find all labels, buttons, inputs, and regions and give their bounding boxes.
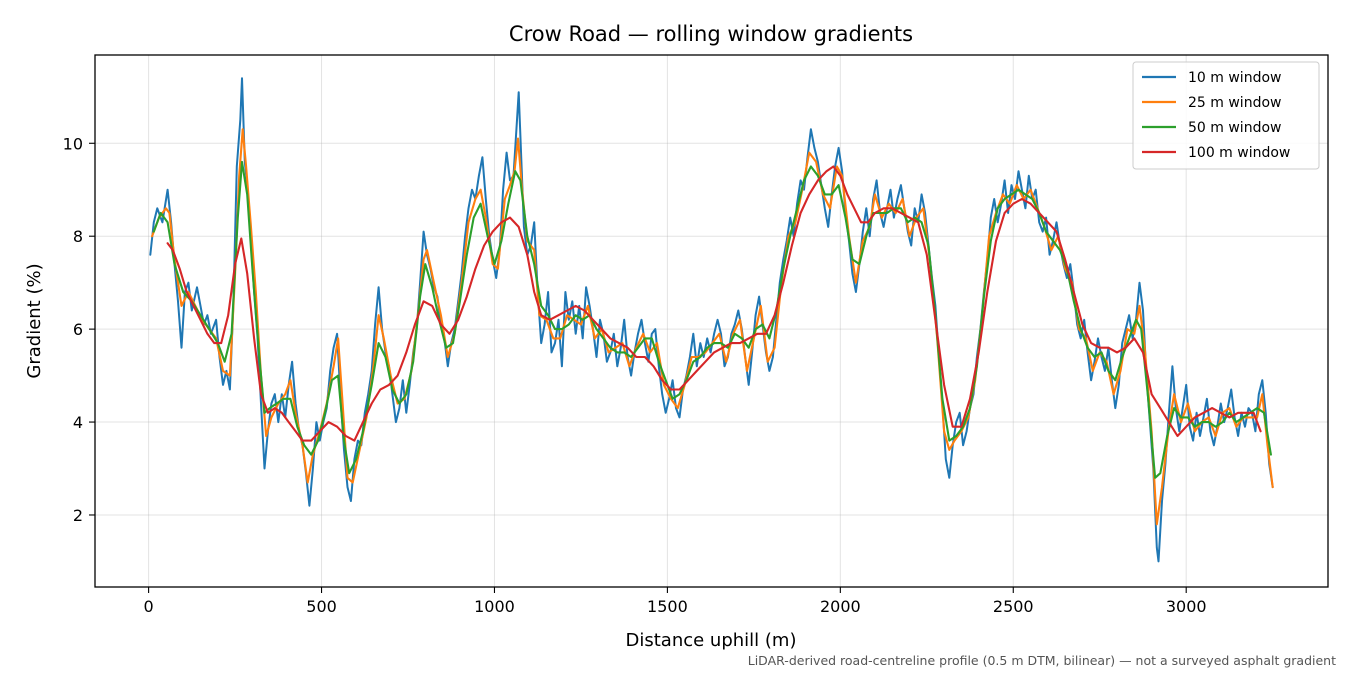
x-axis-label: Distance uphill (m) bbox=[626, 630, 797, 651]
legend-label-10m: 10 m window bbox=[1188, 70, 1281, 86]
series-line-100 bbox=[166, 165, 1262, 442]
plot-frame bbox=[94, 54, 1329, 588]
series-line-50 bbox=[152, 160, 1272, 479]
chart-title: Crow Road — rolling window gradients bbox=[509, 22, 913, 46]
x-tick-label: 0 bbox=[144, 597, 154, 616]
y-tick-label: 8 bbox=[73, 227, 83, 246]
legend: 10 m window 25 m window 50 m window 100 … bbox=[1132, 61, 1320, 170]
x-tick-label: 500 bbox=[306, 597, 337, 616]
legend-label-25m: 25 m window bbox=[1188, 95, 1281, 111]
grid-lines bbox=[95, 55, 1328, 587]
y-tick-label: 4 bbox=[73, 413, 83, 432]
y-tick-label: 2 bbox=[73, 506, 83, 525]
x-axis-ticks: 0 500 1000 1500 2000 2500 3000 bbox=[144, 587, 1207, 616]
legend-label-50m: 50 m window bbox=[1188, 120, 1281, 136]
y-tick-label: 10 bbox=[63, 134, 83, 153]
x-tick-label: 2500 bbox=[993, 597, 1034, 616]
x-tick-label: 1000 bbox=[474, 597, 515, 616]
x-tick-label: 1500 bbox=[647, 597, 688, 616]
x-tick-label: 2000 bbox=[820, 597, 861, 616]
series-lines bbox=[149, 77, 1274, 563]
y-tick-label: 6 bbox=[73, 320, 83, 339]
y-axis-label: Gradient (%) bbox=[24, 263, 45, 378]
legend-label-100m: 100 m window bbox=[1188, 145, 1290, 161]
x-tick-label: 3000 bbox=[1166, 597, 1207, 616]
footnote: LiDAR-derived road-centreline profile (0… bbox=[748, 653, 1336, 668]
y-axis-ticks: 2 4 6 8 10 bbox=[63, 134, 95, 525]
